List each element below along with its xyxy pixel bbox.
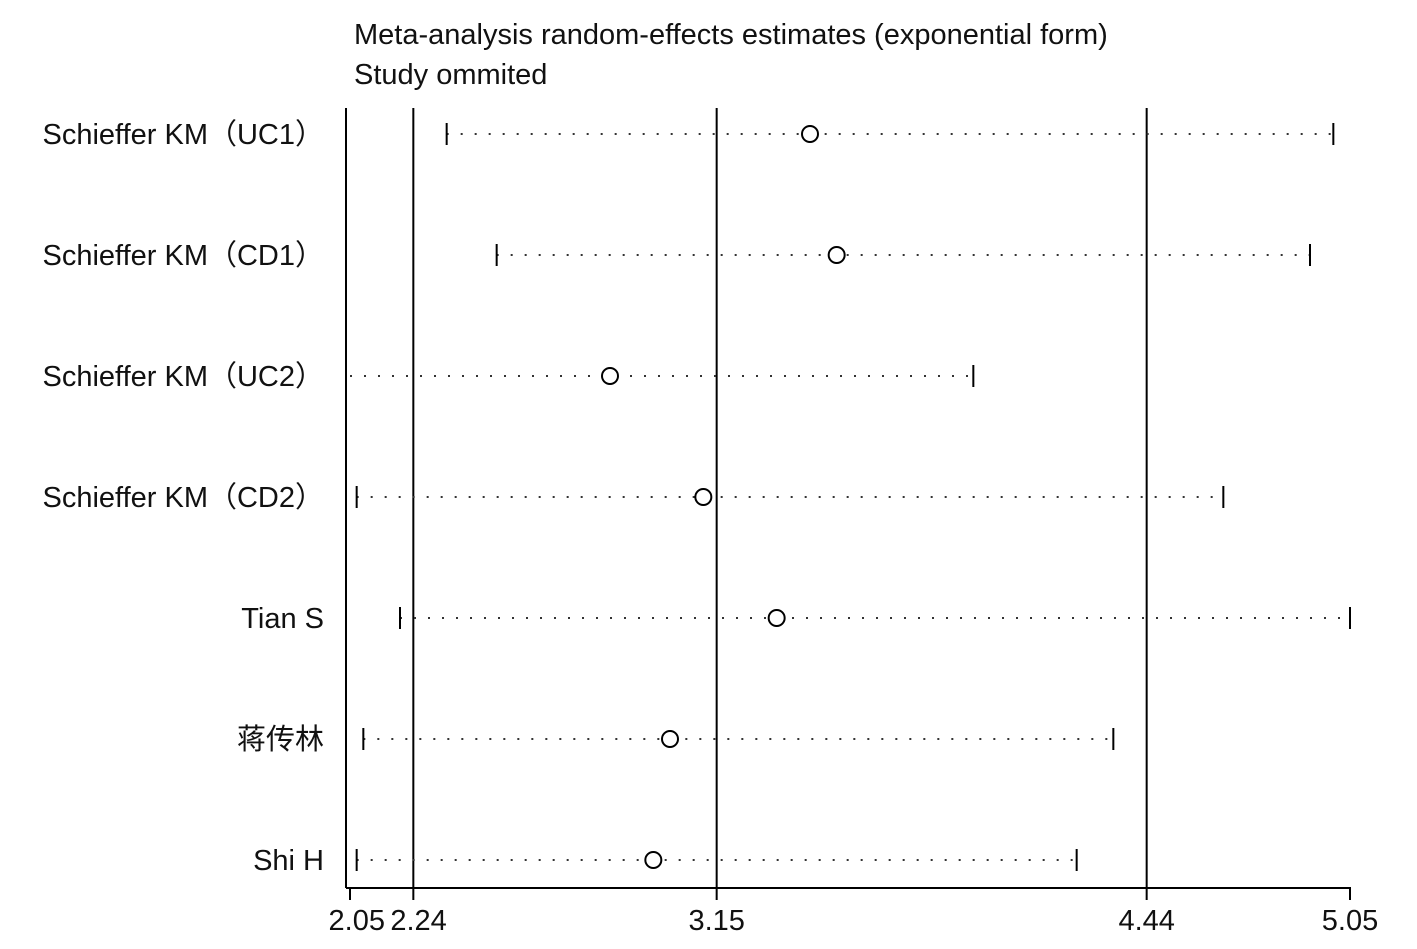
study-label: 蒋传林	[237, 723, 324, 756]
point-estimate	[827, 246, 846, 264]
point-estimate	[661, 730, 679, 748]
chart-title: Meta-analysis random-effects estimates (…	[354, 19, 1108, 51]
point-estimate	[801, 125, 819, 143]
point-estimate	[644, 851, 663, 869]
plot-area: 2.05 2.24 3.15 4.44 5.05 Schieffer KM（UC1） Sch…	[43, 108, 1378, 937]
study-label: Schieffer KM（UC1）	[43, 119, 325, 151]
point-estimate	[767, 609, 786, 627]
x-tick-label: 5.05	[1322, 905, 1378, 937]
study-label: Schieffer KM（CD1）	[43, 240, 325, 272]
point-estimate	[694, 488, 713, 506]
study-label: Schieffer KM（CD2）	[43, 482, 325, 514]
point-estimate	[601, 367, 619, 385]
study-label: Schieffer KM（UC2）	[43, 361, 325, 393]
x-tick-label: 4.44	[1118, 905, 1174, 937]
chart-subtitle: Study ommited	[354, 59, 547, 91]
study-label: Tian S	[241, 603, 324, 635]
study-label: Shi H	[253, 845, 324, 877]
x-tick-label: 2.24	[390, 905, 446, 937]
x-tick-label: 2.05	[329, 905, 385, 937]
x-tick-label: 3.15	[688, 905, 744, 937]
